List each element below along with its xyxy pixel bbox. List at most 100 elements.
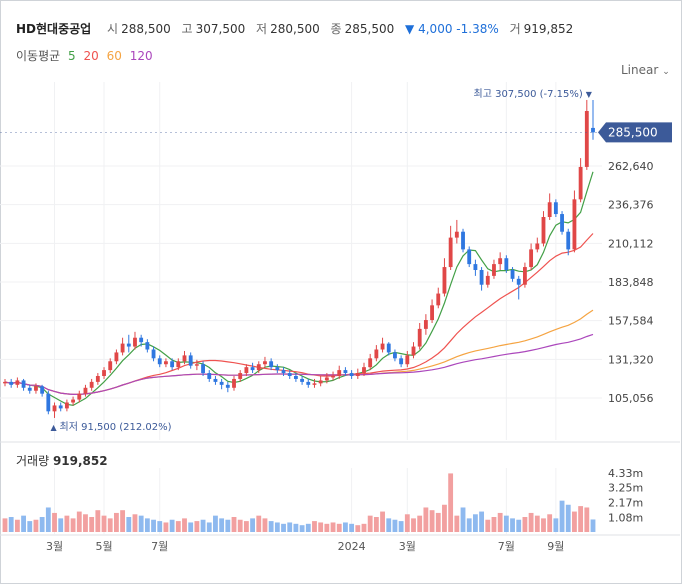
volume-bar (27, 521, 33, 532)
ma-20[interactable]: 20 (83, 49, 99, 63)
candle-body (312, 383, 317, 385)
candle-body (281, 370, 286, 374)
ma20-line (4, 233, 594, 396)
volume-bar (120, 510, 126, 532)
candle-body (232, 378, 236, 388)
volume-bar (213, 515, 218, 532)
candle-body (578, 166, 583, 200)
candle-body (454, 231, 459, 238)
candle-body (77, 393, 82, 400)
volume-bar (14, 519, 20, 532)
volume-bar (107, 518, 113, 532)
candle-body (467, 249, 472, 265)
candle-body (176, 361, 181, 368)
volume-bar (565, 504, 571, 532)
volume-bar (336, 523, 342, 532)
volume-bar (151, 519, 156, 532)
stock-name: HD현대중공업 (16, 22, 92, 36)
volume-bar (503, 515, 509, 532)
volume-bar (126, 517, 132, 532)
volume-bar (324, 523, 330, 532)
volume-bar (281, 523, 286, 532)
candle-body (547, 202, 552, 217)
volume-bar (188, 522, 194, 532)
candle-body (485, 275, 490, 285)
candle-body (120, 343, 125, 353)
volume-bar (21, 515, 26, 532)
ma60-line (4, 309, 594, 396)
volume-bar (367, 515, 373, 532)
high-label: 고 (181, 22, 193, 36)
price-tick-label: 236,376 (608, 199, 654, 212)
ma-60[interactable]: 60 (106, 49, 122, 63)
open-label: 시 (107, 22, 119, 36)
volume-bar (132, 514, 138, 532)
volume-bar (262, 518, 268, 532)
volume-panel-title: 거래량 919,852 (16, 452, 108, 469)
volume-bar (454, 515, 460, 532)
candle-body (244, 367, 249, 374)
change-percent: -1.38% (456, 22, 499, 36)
volume-bar (101, 515, 107, 532)
scale-dropdown[interactable]: Linear ⌄ (621, 63, 670, 77)
x-tick-label: 7월 (151, 540, 168, 553)
open-value: 288,500 (121, 22, 171, 36)
candle-body (473, 264, 478, 270)
volume-bar (287, 522, 293, 532)
candle-body (83, 387, 88, 394)
candle-body (133, 337, 137, 347)
volume-panel-value: 919,852 (52, 454, 108, 468)
candle-body (541, 216, 546, 244)
candle-body (213, 378, 218, 382)
volume-bar (250, 518, 255, 532)
price-tick-label: 210,112 (608, 237, 654, 250)
close-label: 종 (330, 22, 342, 36)
volume-bar (39, 517, 45, 532)
candle-body (225, 384, 230, 388)
candle-body (71, 399, 76, 403)
price-tick-label: 131,320 (608, 353, 654, 366)
change-value: 4,000 (418, 22, 453, 36)
candle-body (95, 375, 100, 382)
candle-body (40, 386, 45, 394)
candle-body (170, 361, 175, 368)
candle-body (164, 361, 168, 365)
volume-bar (312, 521, 317, 532)
x-tick-label: 7월 (498, 540, 515, 553)
candle-body (510, 269, 515, 279)
volume-bar (472, 514, 478, 532)
candle-body (256, 364, 261, 371)
volume-bar (157, 521, 163, 532)
volume-bar (361, 523, 367, 532)
candle-body (393, 352, 397, 359)
volume-bar (541, 518, 546, 532)
volume-bar (293, 523, 299, 532)
volume-bar (305, 523, 311, 532)
volume-bar (274, 522, 280, 532)
candle-body (126, 343, 131, 347)
price-tick-label: 105,056 (608, 392, 654, 405)
candle-body (572, 199, 577, 250)
volume-bar (485, 519, 491, 532)
candle-body (498, 258, 503, 265)
ma-5[interactable]: 5 (68, 49, 76, 63)
volume-bar (386, 518, 392, 532)
candle-body (374, 349, 379, 359)
volume-bar (299, 525, 305, 532)
candle-body (3, 381, 7, 384)
triangle-up-icon: ▲ (50, 423, 57, 432)
ma120-line (4, 333, 594, 396)
candle-body (516, 278, 521, 285)
candle-body (399, 358, 404, 365)
candle-body (411, 346, 416, 356)
price-tick-label: 262,640 (608, 160, 654, 173)
candle-body (157, 358, 162, 365)
candle-body (34, 386, 38, 391)
triangle-down-icon: ▼ (586, 90, 593, 99)
ma-120[interactable]: 120 (129, 49, 153, 63)
volume-bar (516, 519, 522, 532)
volume-tick-label: 2.17m (608, 496, 643, 509)
volume-bar (243, 521, 249, 532)
